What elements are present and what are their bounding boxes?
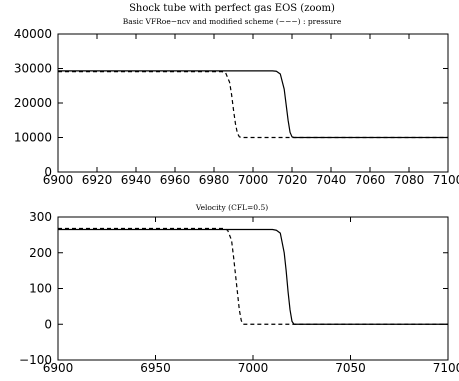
velocity-ytick-label: 100	[29, 282, 52, 296]
velocity-ytick-label: −100	[19, 353, 52, 367]
pressure-xtick-label: 7000	[238, 173, 269, 187]
pressure-tick-marks	[57, 33, 449, 173]
velocity-series-solid-line	[58, 228, 448, 325]
pressure-ytick-label: 40000	[14, 27, 52, 41]
pressure-tick-labels: 6900 6920 6940 6960 6980 7000 7020 7040 7060 7080…	[14, 27, 459, 187]
velocity-xtick-label: 7000	[238, 361, 269, 375]
pressure-xtick-label: 7080	[394, 173, 425, 187]
velocity-xtick-label: 7050	[335, 361, 366, 375]
pressure-chart-subtitle: Basic VFRoe−ncv and modified scheme (−−−…	[123, 17, 342, 26]
pressure-xtick-label: 6920	[82, 173, 113, 187]
velocity-chart-subtitle: Velocity (CFL=0.5)	[195, 203, 268, 212]
pressure-xtick-label: 6980	[199, 173, 230, 187]
pressure-ytick-label: 10000	[14, 131, 52, 145]
velocity-xtick-label: 6950	[140, 361, 171, 375]
pressure-series-group	[58, 70, 448, 139]
velocity-tick-marks	[57, 216, 449, 361]
pressure-xtick-label: 7040	[316, 173, 347, 187]
pressure-xtick-label: 6900	[43, 173, 74, 187]
pressure-plot-frame	[57, 33, 449, 173]
velocity-series-dashed-line	[58, 227, 448, 325]
pressure-ytick-label: 30000	[14, 62, 52, 76]
velocity-series-group	[58, 227, 448, 325]
velocity-ytick-label: 0	[44, 317, 52, 331]
pressure-ytick-label: 0	[44, 165, 52, 179]
pressure-series-solid-line	[58, 70, 448, 139]
figure-title: Shock tube with perfect gas EOS (zoom)	[129, 3, 335, 14]
velocity-ytick-label: 300	[29, 210, 52, 224]
pressure-chart: Basic VFRoe−ncv and modified scheme (−−−…	[14, 17, 459, 187]
velocity-ytick-label: 200	[29, 246, 52, 260]
pressure-xtick-label: 7060	[355, 173, 386, 187]
velocity-plot-frame	[57, 216, 449, 361]
velocity-xtick-label: 6900	[43, 361, 74, 375]
pressure-xtick-label: 7020	[277, 173, 308, 187]
pressure-ytick-label: 20000	[14, 96, 52, 110]
pressure-series-dashed-line	[58, 70, 448, 139]
pressure-xtick-label: 6960	[160, 173, 191, 187]
pressure-xtick-label: 6940	[121, 173, 152, 187]
